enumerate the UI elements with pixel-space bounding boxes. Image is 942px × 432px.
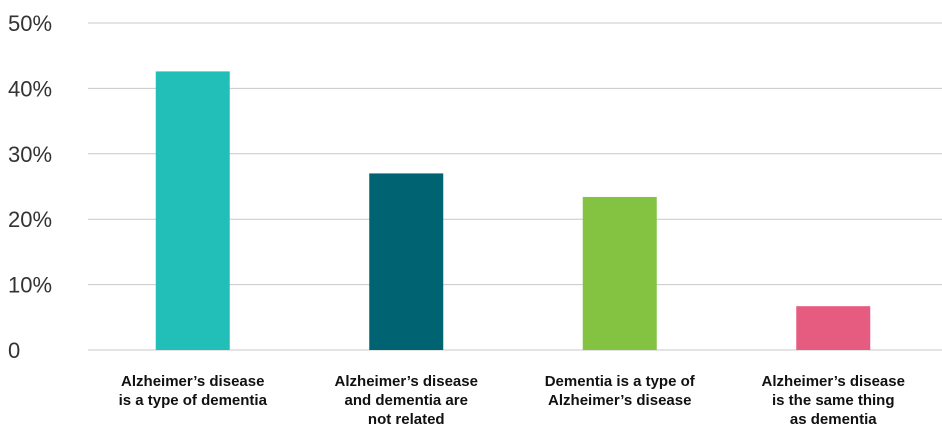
y-tick-label: 20% (8, 207, 52, 232)
category-label-2: Alzheimer’s disease and dementia are not r… (335, 373, 478, 428)
y-tick-label: 30% (8, 142, 52, 167)
category-label-3: Dementia is a type of Alzheimer’s disease (545, 373, 696, 409)
y-axis-tick-labels: 0 10% 20% 30% 40% 50% (8, 11, 52, 363)
category-label-line: Alzheimer’s disease (762, 373, 905, 390)
bar-2 (369, 173, 444, 350)
category-label-line: not related (368, 411, 445, 428)
category-label-line: Dementia is a type of (545, 373, 696, 390)
category-label-line: as dementia (790, 411, 877, 428)
bar-4 (796, 306, 871, 350)
y-tick-label: 40% (8, 76, 52, 101)
category-label-line: Alzheimer’s disease (548, 392, 691, 409)
category-label-line: is the same thing (772, 392, 895, 409)
category-label-1: Alzheimer’s disease is a type of dementia (119, 373, 268, 409)
bars (155, 71, 871, 351)
category-label-line: Alzheimer’s disease (335, 373, 478, 390)
y-tick-label: 0 (8, 338, 20, 363)
category-label-line: Alzheimer’s disease (121, 373, 264, 390)
category-label-4: Alzheimer’s disease is the same thing as d… (762, 373, 905, 428)
category-labels: Alzheimer’s disease is a type of dementia… (119, 373, 905, 428)
bar-1 (155, 71, 230, 351)
category-label-line: is a type of dementia (119, 392, 268, 409)
category-label-line: and dementia are (345, 392, 468, 409)
y-tick-label: 50% (8, 11, 52, 36)
bar-3 (582, 196, 657, 350)
y-tick-label: 10% (8, 273, 52, 298)
